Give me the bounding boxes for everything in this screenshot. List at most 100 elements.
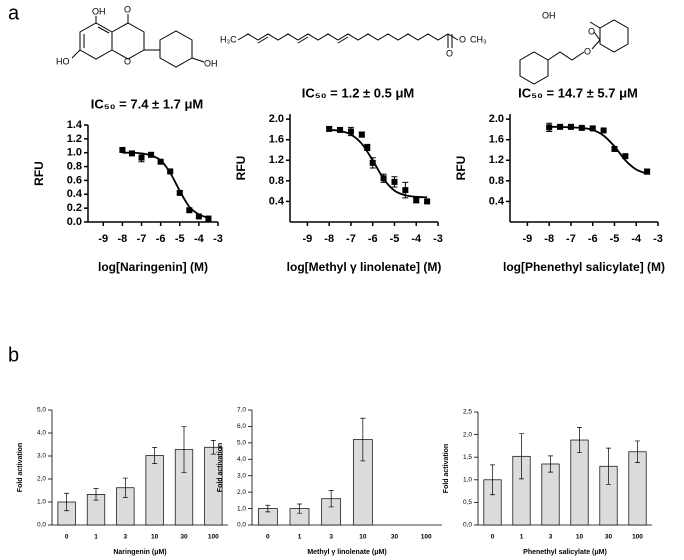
x-tick-label: -6: [368, 233, 378, 245]
y-tick-label: 3,0: [37, 453, 46, 460]
x-tick-label: -8: [118, 233, 128, 245]
x-tick-label: 1: [520, 534, 524, 541]
y-tick-label: 2.0: [489, 113, 504, 125]
error-bar: [606, 447, 611, 485]
error-bar: [64, 492, 70, 512]
y-tick-label: 0.4: [489, 195, 505, 207]
x-tick-label: -9: [98, 233, 108, 245]
y-axis-label: Fold activation: [217, 443, 224, 492]
y-tick-label: 0.4: [269, 195, 285, 207]
y-tick-label: 2,5: [463, 409, 472, 416]
x-tick-label: -4: [194, 233, 205, 245]
x-tick-label: -7: [566, 233, 576, 245]
data-point: [589, 125, 596, 132]
bar: [541, 463, 560, 526]
error-bar: [519, 433, 524, 480]
atom-label: O: [446, 48, 453, 58]
x-tick-label: 30: [605, 534, 613, 541]
data-point: [138, 154, 145, 161]
y-tick-label: 0,0: [37, 522, 46, 529]
x-axis-label: log[Phenethyl salicylate] (M): [503, 260, 665, 274]
structure-naringenin: [71, 14, 205, 68]
error-bar: [328, 490, 334, 508]
x-axis-label: log[Methyl γ linolenate] (M): [287, 260, 442, 274]
y-tick-label: 5,0: [237, 440, 246, 447]
data-point: [622, 153, 629, 160]
atom-label: OH: [542, 10, 556, 20]
atom-label: O: [588, 26, 595, 36]
x-tick-label: 10: [359, 534, 367, 541]
data-point: [611, 145, 618, 152]
x-tick-label: -7: [137, 233, 147, 245]
fit-curve: [549, 125, 648, 175]
structure-methyl-linolenate: [237, 33, 459, 48]
data-point: [167, 168, 174, 175]
y-tick-label: 0.2: [67, 202, 82, 214]
data-point: [364, 144, 371, 151]
x-axis-label: Methyl γ linolenate (μM): [307, 549, 386, 556]
atom-label: H₃C: [220, 34, 237, 44]
error-bar: [548, 455, 553, 473]
x-tick-label: 10: [151, 534, 159, 541]
y-tick-label: 1.6: [269, 134, 284, 146]
x-tick-label: -3: [653, 233, 663, 245]
y-tick-label: 0.6: [67, 174, 82, 186]
data-point: [186, 207, 193, 214]
x-tick-label: -3: [433, 233, 443, 245]
data-point: [546, 124, 553, 131]
error-bar: [635, 440, 640, 463]
atom-label: OH: [92, 6, 106, 16]
x-tick-label: -9: [303, 233, 313, 245]
fit-curve: [122, 151, 209, 219]
x-tick-label: 0: [65, 534, 69, 541]
data-point: [358, 131, 365, 138]
data-point: [402, 187, 409, 194]
x-tick-label: -6: [156, 233, 166, 245]
y-tick-label: 1.2: [67, 133, 82, 145]
error-bar: [297, 503, 302, 514]
data-point: [148, 151, 155, 158]
data-point: [380, 175, 387, 182]
y-tick-label: 2,0: [463, 431, 472, 438]
y-tick-label: 1,0: [237, 505, 246, 512]
data-point: [424, 198, 431, 205]
y-tick-label: 0.4: [67, 188, 83, 200]
x-tick-label: 30: [180, 534, 188, 541]
data-point: [337, 126, 344, 133]
x-tick-label: -5: [390, 233, 400, 245]
data-point: [600, 127, 607, 134]
error-bar: [122, 477, 128, 498]
error-bar: [152, 447, 158, 464]
x-tick-label: 3: [124, 534, 128, 541]
x-tick-label: -7: [346, 233, 356, 245]
data-point: [205, 215, 212, 222]
atom-label: CH₃: [470, 34, 487, 44]
x-tick-label: 0: [491, 534, 495, 541]
x-tick-label: -5: [610, 233, 620, 245]
data-point: [557, 123, 564, 130]
chart-title: IC₅₀ = 1.2 ± 0.5 μM: [302, 85, 415, 100]
error-bar: [360, 417, 366, 462]
data-point: [391, 178, 398, 185]
y-tick-label: 0,5: [463, 499, 472, 506]
fit-curve: [329, 129, 428, 199]
panel-label: a: [8, 2, 20, 24]
data-point: [326, 125, 333, 132]
y-tick-label: 5,0: [37, 407, 46, 414]
y-tick-label: 1,0: [37, 499, 46, 506]
atom-label: O: [459, 34, 466, 44]
y-tick-label: 1,5: [463, 454, 472, 461]
x-tick-label: 100: [421, 534, 432, 541]
structure-phenethyl-salicylate: [519, 19, 629, 85]
y-tick-label: 0,0: [237, 522, 246, 529]
data-point: [195, 213, 202, 220]
atom-label: O: [124, 4, 131, 14]
data-point: [369, 159, 376, 166]
x-tick-label: -6: [588, 233, 598, 245]
x-tick-label: 1: [298, 534, 302, 541]
data-point: [644, 168, 651, 175]
y-axis-label: Fold activation: [443, 444, 450, 493]
y-axis-label: RFU: [234, 156, 248, 181]
y-tick-label: 0.0: [67, 216, 82, 228]
